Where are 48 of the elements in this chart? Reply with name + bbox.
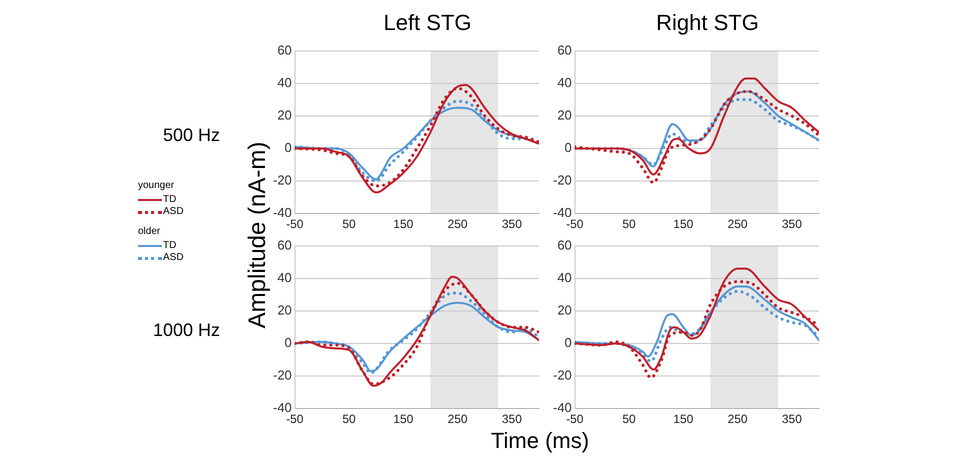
legend-label: TD bbox=[163, 240, 176, 252]
y-tick-label: 40 bbox=[277, 74, 292, 90]
x-tick-label: 50 bbox=[622, 217, 636, 232]
y-tick-label: 0 bbox=[284, 140, 292, 156]
x-tick-label: 250 bbox=[728, 217, 748, 232]
x-tick-label: 150 bbox=[673, 217, 694, 232]
y-tick-label: -20 bbox=[552, 368, 572, 383]
text: younger bbox=[138, 180, 176, 193]
chart-title: Left STG bbox=[382, 10, 473, 36]
text: 1000 Hz bbox=[152, 320, 220, 341]
x-tick-label: 350 bbox=[502, 412, 522, 426]
y-tick-label: -20 bbox=[272, 368, 292, 383]
y-tick-label: 40 bbox=[277, 270, 292, 285]
legend-label: ASD bbox=[163, 252, 184, 264]
x-tick-label: 350 bbox=[782, 217, 802, 232]
y-tick-label: -20 bbox=[552, 172, 572, 188]
x-tick-label: 150 bbox=[393, 412, 414, 426]
x-tick-label: 150 bbox=[673, 412, 694, 426]
x-tick-label: 250 bbox=[448, 412, 468, 426]
x-tick-label: 250 bbox=[728, 412, 748, 426]
text: older bbox=[138, 226, 162, 239]
x-tick-label: 50 bbox=[342, 412, 356, 426]
text: 500 Hz bbox=[162, 125, 220, 146]
y-tick-label: 40 bbox=[557, 270, 572, 285]
x-tick-label: 350 bbox=[502, 217, 522, 232]
y-tick-label: 0 bbox=[284, 335, 292, 350]
legend-label: TD bbox=[163, 194, 176, 206]
y-tick-label: 20 bbox=[277, 108, 292, 122]
y-tick-label: -20 bbox=[272, 172, 292, 188]
y-tick-label: 0 bbox=[564, 335, 572, 350]
x-tick-label: 250 bbox=[448, 217, 468, 232]
y-axis-title: Amplitude (nA-m) bbox=[244, 142, 272, 328]
legend-label: ASD bbox=[163, 206, 184, 218]
x-tick-label: 50 bbox=[622, 412, 636, 426]
y-tick-label: 40 bbox=[557, 74, 572, 90]
x-tick-label: 150 bbox=[393, 217, 414, 232]
x-tick-label: 50 bbox=[342, 217, 356, 232]
y-tick-label: 60 bbox=[277, 237, 292, 252]
y-tick-label: 20 bbox=[557, 108, 572, 122]
x-tick-label: 350 bbox=[782, 412, 802, 426]
chart-title: Right STG bbox=[655, 10, 760, 36]
y-tick-label: 60 bbox=[557, 42, 572, 58]
y-tick-label: 20 bbox=[557, 302, 572, 318]
y-tick-label: 0 bbox=[564, 140, 572, 156]
y-tick-label: 60 bbox=[277, 42, 292, 58]
x-axis-title: Time (ms) bbox=[490, 428, 590, 454]
y-tick-label: 60 bbox=[557, 237, 572, 252]
y-tick-label: 20 bbox=[277, 302, 292, 318]
